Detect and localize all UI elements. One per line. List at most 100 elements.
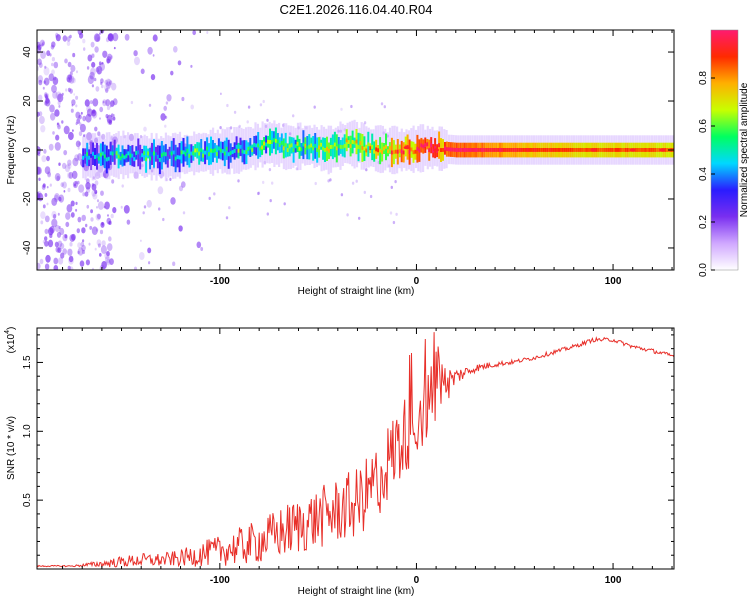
spectrogram-noise-blob <box>82 192 86 197</box>
spectrogram-ridge-core <box>335 146 338 151</box>
spectrogram-ridge-core <box>530 148 533 152</box>
spectrogram-noise-blob <box>72 52 76 58</box>
spectrogram-noise-blob <box>97 69 101 75</box>
spectrogram-ridge-core <box>298 146 301 151</box>
spectrogram-noise-blob <box>104 79 108 85</box>
spectrogram-ridge-core <box>583 148 586 152</box>
spectrogram-ridge-core <box>306 145 309 150</box>
spectrogram-ridge-core <box>611 148 614 152</box>
spectrogram-noise-blob <box>81 244 86 252</box>
spectrogram-noise-blob <box>37 58 42 66</box>
spectrogram-noise-blob <box>140 68 145 75</box>
spectrogram-ridge-core <box>170 151 173 156</box>
spectrogram-noise-blob <box>86 132 93 141</box>
colorbar: 0.0 0.2 0.4 0.6 0.8 Normalized spectral ampl… <box>698 29 750 277</box>
spectrogram-noise-blob <box>92 98 99 107</box>
spectrogram-noise-blob <box>54 109 60 117</box>
spectrogram-noise-blob <box>65 221 70 228</box>
spectrogram-noise-dot <box>269 199 272 203</box>
spectrogram-ridge-core <box>180 150 183 155</box>
spectrogram-ridge-core <box>426 142 429 147</box>
spectrogram-noise-dot <box>271 181 274 185</box>
spectrogram-noise-blob <box>102 100 105 104</box>
spectrogram-noise-blob <box>106 105 111 111</box>
spectrogram-noise-blob <box>57 93 64 103</box>
spectrogram-ridge-core <box>231 150 234 154</box>
spectrogram-ridge-core <box>479 148 482 152</box>
spectrogram-ridge-core <box>449 147 452 152</box>
spectrogram-noise-blob <box>39 258 44 265</box>
spectrogram-noise-blob <box>99 253 102 257</box>
spectrogram-noise-blob <box>37 75 44 83</box>
spectrogram-noise-blob <box>53 194 60 203</box>
spectrogram-noise-dot <box>266 118 269 122</box>
spectrogram-ridge-core <box>577 148 580 152</box>
spectrogram-noise-blob <box>75 208 78 212</box>
spectrogram-noise-blob <box>106 217 112 225</box>
chart-title: C2E1.2026.116.04.40.R04 <box>280 2 433 17</box>
spectrogram-noise-blob <box>44 263 50 270</box>
spectrogram-noise-blob <box>58 105 61 108</box>
spectrogram-noise-blob <box>69 88 73 94</box>
spectrogram-noise-blob <box>91 109 97 117</box>
spectrogram-ridge-core <box>284 143 287 148</box>
spectrogram-noise-blob <box>53 76 57 81</box>
spectrogram-noise-blob <box>147 247 152 254</box>
spectrogram-ridge-core <box>538 148 541 152</box>
spectrogram-noise-dot <box>365 168 368 172</box>
spectrogram-ridge-core <box>599 148 602 152</box>
spectrogram-noise-blob <box>81 214 86 222</box>
spectrogram-noise-blob <box>55 34 61 42</box>
spectrogram-noise-blob <box>67 87 71 92</box>
spectrogram-noise-blob <box>55 91 62 100</box>
spectrogram-ridge-core <box>271 140 273 144</box>
spectrogram-noise-blob <box>120 205 123 209</box>
spectrogram-noise-blob <box>58 257 64 265</box>
spectrogram-ridge-core <box>292 148 295 153</box>
spectrogram-noise-blob <box>100 245 107 254</box>
spectrogram-noise-blob <box>42 183 46 188</box>
spectrogram-noise-dot <box>297 126 300 130</box>
spectrogram-noise-blob <box>139 252 145 260</box>
spectrogram-noise-blob <box>110 136 114 141</box>
spectrogram-noise-blob <box>54 142 61 151</box>
spectrogram-ridge-core <box>571 148 574 152</box>
spectrogram-noise-blob <box>44 93 48 99</box>
spectrogram-ridge-core <box>422 144 425 149</box>
spectrogram-noise-blob <box>47 172 51 178</box>
spectrogram-noise-blob <box>74 154 80 162</box>
spectrogram-noise-blob <box>38 94 43 102</box>
spectrogram-ridge-core <box>213 148 216 153</box>
spectrogram-noise-blob <box>91 110 98 119</box>
spectrogram-noise-blob <box>83 134 86 138</box>
spectrogram-ridge-core <box>198 151 201 156</box>
spectrogram-noise-blob <box>40 220 44 225</box>
colorbar-frame <box>710 29 739 271</box>
spectrogram-noise-blob <box>163 105 167 111</box>
spectrogram-noise-blob <box>84 99 90 107</box>
spectrogram-ridge-core <box>320 142 323 147</box>
spectrogram-noise-blob <box>69 34 72 39</box>
spectrogram-ridge-core <box>442 148 444 152</box>
spectrogram-ytick-label: 20 <box>22 95 33 107</box>
spectrogram-noise-blob <box>79 123 86 133</box>
spectrogram-noise-blob <box>92 176 95 180</box>
spectrogram-ridge-core <box>428 148 431 153</box>
spectrogram-noise-dot <box>288 132 292 136</box>
spectrogram-ridge-core <box>497 148 500 152</box>
spectrogram-noise-blob <box>75 140 81 148</box>
spectrogram-ridge-core <box>398 149 401 153</box>
spectrogram-xtick-label: 0 <box>414 276 420 287</box>
spectrogram-ridge-core <box>153 151 155 156</box>
spectrogram-noise-blob <box>106 79 112 87</box>
spectrogram-ridge-core <box>119 156 122 161</box>
spectrogram-noise-dot <box>339 129 343 133</box>
spectrogram-ridge-core <box>129 153 132 158</box>
spectrogram-noise-dot <box>327 179 330 183</box>
spectrogram-ridge-core <box>353 140 356 145</box>
spectrogram-noise-dot <box>263 160 266 165</box>
spectrogram-noise-blob <box>87 54 93 62</box>
spectrogram-noise-blob <box>76 228 81 234</box>
spectrogram-noise-blob <box>51 41 56 48</box>
spectrogram-noise-blob <box>78 114 82 120</box>
